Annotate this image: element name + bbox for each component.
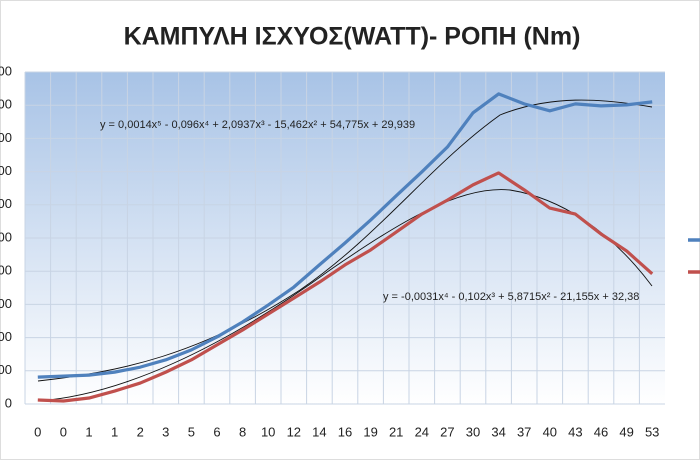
y-tick-label: 200 (0, 329, 12, 344)
trend-line (37, 99, 653, 382)
x-tick-label: 43 (568, 424, 582, 439)
x-tick-label: 8 (239, 424, 246, 439)
y-tick-label: 700 (0, 163, 12, 178)
equation: y = 0,0014x⁵ - 0,096x⁴ + 2,0937x³ - 15,4… (100, 119, 415, 131)
x-tick-label: 3 (162, 424, 169, 439)
x-tick-label: 0 (34, 424, 41, 439)
equation: y = -0,0031x⁴ - 0,102x³ + 5,8715x² - 21,… (383, 291, 639, 303)
y-tick-label: 800 (0, 130, 12, 145)
x-tick-label: 34 (491, 424, 505, 439)
x-tick-label: 19 (363, 424, 377, 439)
x-tick-label: 21 (389, 424, 403, 439)
x-tick-label: 30 (466, 424, 480, 439)
y-tick-label: 0 (5, 395, 12, 410)
x-tick-label: 12 (287, 424, 301, 439)
x-tick-label: 24 (415, 424, 429, 439)
x-tick-label: 2 (137, 424, 144, 439)
series-line (37, 92, 653, 379)
series-line (37, 171, 654, 403)
x-tick-label: 1 (85, 424, 92, 439)
x-tick-label: 14 (312, 424, 326, 439)
x-tick-label: 40 (543, 424, 557, 439)
y-tick-label: 900 (0, 97, 12, 112)
x-tick-label: 6 (213, 424, 220, 439)
x-tick-label: 10 (261, 424, 275, 439)
x-tick-label: 0 (60, 424, 67, 439)
x-tick-label: 1 (111, 424, 118, 439)
chart-title: ΚΑΜΠΥΛΗ ΙΣΧΥΟΣ(WATT)- ΡΟΠΗ (Nm) (124, 23, 581, 51)
x-tick-label: 5 (188, 424, 195, 439)
y-tick-label: 400 (0, 263, 12, 278)
x-tick-label: 16 (338, 424, 352, 439)
y-tick-label: 1000 (0, 63, 12, 78)
x-tick-label: 37 (517, 424, 531, 439)
y-tick-label: 100 (0, 362, 12, 377)
y-tick-label: 600 (0, 196, 12, 211)
x-tick-label: 49 (619, 424, 633, 439)
y-tick-label: 300 (0, 296, 12, 311)
x-tick-label: 46 (594, 424, 608, 439)
y-tick-label: 500 (0, 229, 12, 244)
x-tick-label: 53 (645, 424, 659, 439)
x-tick-label: 27 (440, 424, 454, 439)
